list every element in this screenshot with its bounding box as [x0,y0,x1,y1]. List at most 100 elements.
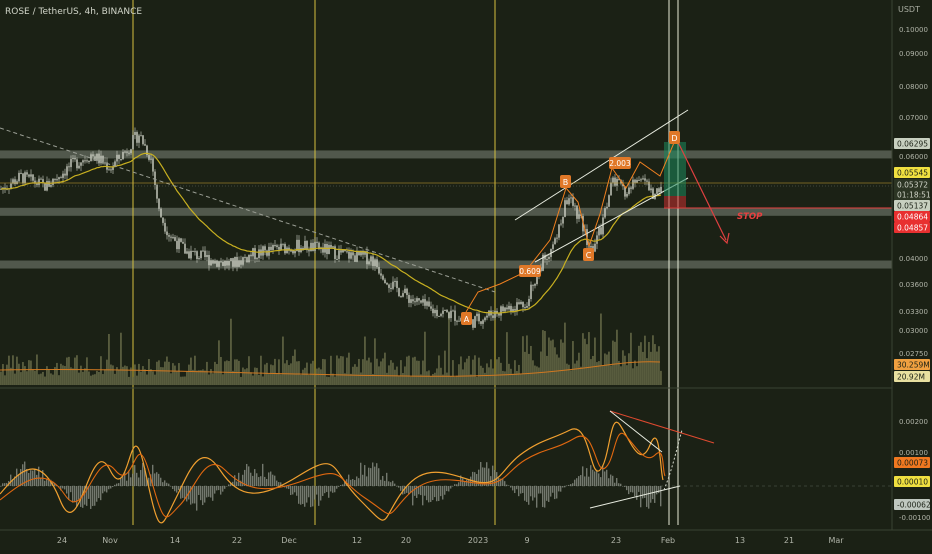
volume-bar [488,367,490,385]
volume-bar [218,340,220,385]
volume-bar [110,364,112,385]
histogram-bar [580,475,582,486]
osc-label-box [894,457,930,468]
candle-body [520,301,522,304]
histogram-bar [28,473,30,486]
volume-bar [374,338,376,385]
candle-body [606,206,608,209]
histogram-bar [112,486,114,488]
candle-body [368,261,370,265]
volume-bar [120,332,122,385]
candle-body [660,186,662,193]
candle-body [382,275,384,280]
histogram-bar [62,486,64,489]
moving-average-line [0,152,662,314]
candle-body [384,279,386,284]
candle-body [0,188,2,190]
candle-body [108,169,110,171]
candle-body [366,251,368,265]
histogram-bar [516,486,518,490]
candle-body [274,244,276,246]
volume-bar [650,351,652,385]
histogram-bar [2,483,4,486]
histogram-bar [226,486,228,487]
candle-body [258,249,260,259]
candle-body [374,259,376,267]
candle-body [442,310,444,314]
volume-bar [56,362,58,385]
price-label: 20.92M [897,373,925,382]
histogram-bar [606,469,608,486]
volume-bar [14,373,16,385]
candle-body [534,284,536,286]
candle-body [192,250,194,252]
histogram-bar [260,476,262,486]
volume-bar [274,358,276,385]
histogram-bar [140,470,142,486]
histogram-bar [528,486,530,505]
volume-bar [266,362,268,385]
volume-bar [520,373,522,385]
histogram-bar [322,486,324,496]
candle-body [72,157,74,159]
target-zone [664,142,686,196]
histogram-bar [156,472,158,486]
wave-label-box [560,175,571,188]
candle-body [452,310,454,312]
histogram-bar [480,461,482,486]
candle-body [380,273,382,276]
volume-bar [126,366,128,385]
histogram-bar [104,486,106,492]
histogram-bar [340,485,342,486]
candle-body [432,308,434,314]
candle-body [658,188,660,193]
osc-slow-line [0,432,666,518]
volume-bar [576,360,578,385]
candle-body [42,179,44,183]
histogram-bar [332,486,334,493]
volume-bar [320,369,322,385]
histogram-bar [564,486,566,488]
candle-body [118,154,120,160]
histogram-bar [648,486,650,509]
volume-bar [482,367,484,385]
volume-bar [188,364,190,385]
volume-bar [462,369,464,385]
volume-bar [262,376,264,385]
volume-bar [206,361,208,385]
volume-bar [628,353,630,385]
histogram-bar [220,486,222,495]
histogram-bar [574,479,576,486]
candle-body [604,208,606,218]
volume-bar [500,362,502,385]
histogram-bar [148,477,150,486]
volume-bar [346,357,348,385]
candle-body [216,260,218,267]
histogram-bar [122,476,124,486]
volume-bar [42,371,44,385]
candle-body [484,317,486,321]
volume-bar [626,365,628,385]
candle-body [112,166,114,170]
histogram-bar [328,486,330,498]
volume-bar [130,367,132,385]
histogram-bar [204,486,206,503]
histogram-bar [288,486,290,490]
histogram-bar [650,486,652,503]
volume-bar [28,360,30,385]
candle-body [494,310,496,318]
candle-body [414,301,416,303]
candle-body [38,178,40,185]
histogram-bar [510,486,512,488]
histogram-bar [146,478,148,486]
candle-body [628,187,630,194]
volume-bar [96,370,98,385]
candle-body [254,248,256,260]
price-label: 0.04864 [897,213,928,222]
osc-divergence-upper [609,410,715,444]
time-tick-3: 22 [232,536,242,545]
volume-bar [598,361,600,385]
candle-body [214,260,216,264]
histogram-bar [166,482,168,486]
